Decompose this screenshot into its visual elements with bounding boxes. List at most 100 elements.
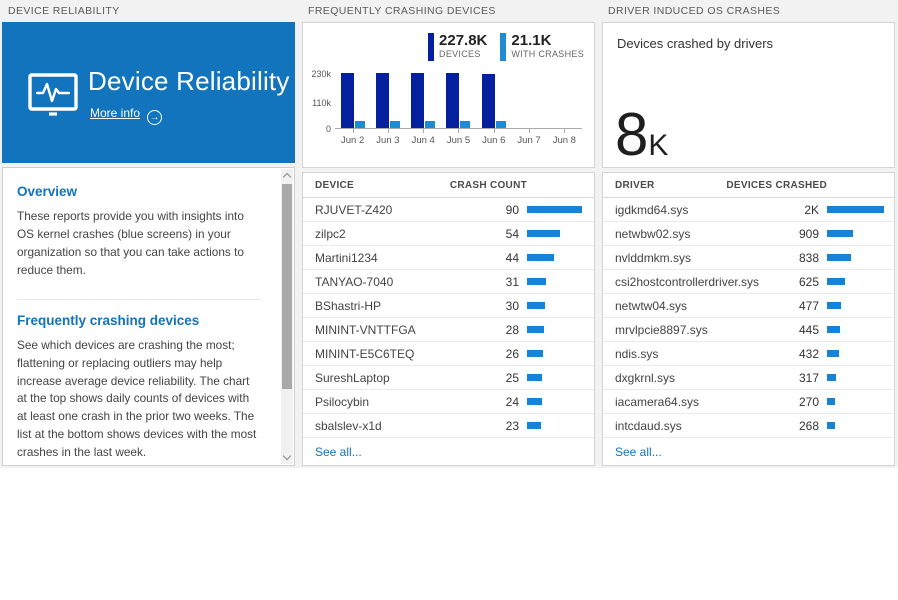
row-value-bar <box>827 326 840 333</box>
row-value-bar <box>527 302 545 309</box>
row-value-bar <box>527 326 544 333</box>
x-tick <box>493 129 495 133</box>
table-row[interactable]: csi2hostcontrollerdriver.sys 625 <box>603 270 894 294</box>
chart-x-axis: Jun 2 Jun 3 Jun 4 Jun 5 Jun 6 Jun 7 Jun 8 <box>335 135 582 146</box>
device-reliability-tile[interactable]: Device Reliability More info → <box>2 22 295 163</box>
column-header-frequently-crashing-devices: FREQUENTLY CRASHING DEVICES <box>308 5 496 17</box>
total-value: 8 <box>615 101 649 168</box>
section-body: See which devices are crashing the most;… <box>17 337 257 460</box>
scrollbar-thumb[interactable] <box>282 184 292 389</box>
driver-crash-table: DRIVER DEVICES CRASHED igdkmd64.sys 2K net… <box>602 172 895 466</box>
x-tick-label: Jun 2 <box>341 135 365 146</box>
row-value: 23 <box>505 418 519 433</box>
driver-column-header: DRIVER <box>615 179 655 191</box>
table-row[interactable]: zilpc2 54 <box>303 222 594 246</box>
driver-see-all-link[interactable]: See all... <box>615 444 662 459</box>
row-value: 24 <box>505 394 519 409</box>
table-row[interactable]: nvlddmkm.sys 838 <box>603 246 894 270</box>
devices-bar <box>481 74 495 128</box>
scroll-up-icon[interactable] <box>282 172 292 182</box>
devices-bar <box>446 73 460 128</box>
table-row[interactable]: iacamera64.sys 270 <box>603 390 894 414</box>
row-value: 30 <box>505 298 519 313</box>
row-name: RJUVET-Z420 <box>315 202 393 217</box>
x-tick <box>529 129 531 133</box>
device-see-all-link[interactable]: See all... <box>315 444 362 459</box>
table-row[interactable]: netwtw04.sys 477 <box>603 294 894 318</box>
table-row[interactable]: dxgkrnl.sys 317 <box>603 366 894 390</box>
row-bar-wrap <box>519 254 582 261</box>
row-value-bar <box>827 254 851 261</box>
table-row[interactable]: ndis.sys 432 <box>603 342 894 366</box>
row-value-bar <box>827 374 836 381</box>
devices-bar <box>411 73 425 128</box>
row-bar-wrap <box>819 422 882 429</box>
row-value-bar <box>827 350 839 357</box>
table-row[interactable]: netwbw02.sys 909 <box>603 222 894 246</box>
row-bar-wrap <box>519 206 582 213</box>
driver-crash-summary-card[interactable]: Devices crashed by drivers 8K <box>602 22 895 168</box>
table-row[interactable]: mrvlpcie8897.sys 445 <box>603 318 894 342</box>
chart-slot <box>511 74 546 133</box>
arrow-right-icon[interactable]: → <box>147 110 163 125</box>
legend-text: 21.1K WITH CRASHES <box>511 33 584 61</box>
table-row[interactable]: TANYAO-7040 31 <box>303 270 594 294</box>
table-row[interactable]: MININT-E5C6TEQ 26 <box>303 342 594 366</box>
column-headers: DEVICE RELIABILITY FREQUENTLY CRASHING D… <box>2 0 898 22</box>
device-table-header: DEVICE CRASH COUNT <box>303 173 594 198</box>
row-value: 477 <box>798 298 819 313</box>
more-info-link[interactable]: More info <box>90 106 141 120</box>
row-value: 838 <box>798 250 819 265</box>
table-row[interactable]: SureshLaptop 25 <box>303 366 594 390</box>
table-row[interactable]: Psilocybin 24 <box>303 390 594 414</box>
scrollbar[interactable] <box>281 169 293 464</box>
devices-bar <box>375 73 389 128</box>
crashing-devices-column: 227.8K DEVICES 21.1K WITH CRASHES 230k 110k 0… <box>302 22 595 466</box>
crashing-devices-chart-card[interactable]: 227.8K DEVICES 21.1K WITH CRASHES 230k 110k 0… <box>302 22 595 168</box>
row-value-bar <box>527 398 542 405</box>
row-name: intcdaud.sys <box>615 418 682 433</box>
row-name: TANYAO-7040 <box>315 274 394 289</box>
row-name: iacamera64.sys <box>615 394 700 409</box>
table-row[interactable]: intcdaud.sys 268 <box>603 414 894 438</box>
row-name: MININT-VNTTFGA <box>315 322 416 337</box>
row-value: 54 <box>505 226 519 241</box>
reliability-column: Device Reliability More info → Overview Th… <box>2 22 295 466</box>
scroll-down-icon[interactable] <box>282 451 292 461</box>
row-name: ndis.sys <box>615 346 659 361</box>
row-bar-wrap <box>519 350 582 357</box>
chart-slot <box>406 73 441 133</box>
row-bar-wrap <box>819 374 882 381</box>
with-crashes-bar <box>495 121 506 128</box>
x-tick-label: Jun 7 <box>517 135 541 146</box>
chart-slot <box>335 73 370 133</box>
row-value-bar <box>527 206 582 213</box>
row-value-bar <box>827 278 845 285</box>
row-bar-wrap <box>819 398 882 405</box>
row-bar-wrap <box>819 254 882 261</box>
table-row[interactable]: BShastri-HP 30 <box>303 294 594 318</box>
with-crashes-bar <box>460 121 471 128</box>
x-tick-label: Jun 5 <box>446 135 471 146</box>
row-name: MININT-E5C6TEQ <box>315 346 415 361</box>
section-body: These reports provide you with insights … <box>17 209 244 277</box>
table-row[interactable]: igdkmd64.sys 2K <box>603 198 894 222</box>
section-heading: Overview <box>17 184 78 199</box>
row-value: 909 <box>798 226 819 241</box>
row-bar-wrap <box>819 278 882 285</box>
row-name: BShastri-HP <box>315 298 382 313</box>
x-tick-label: Jun 4 <box>411 135 435 146</box>
row-bar-wrap <box>519 374 582 381</box>
row-name: Martini1234 <box>315 250 378 265</box>
table-row[interactable]: sbalslev-x1d 23 <box>303 414 594 438</box>
table-row[interactable]: Martini1234 44 <box>303 246 594 270</box>
chart-legend: 227.8K DEVICES 21.1K WITH CRASHES <box>428 33 584 61</box>
row-value-bar <box>827 206 884 213</box>
row-value-bar <box>827 230 853 237</box>
table-row[interactable]: RJUVET-Z420 90 <box>303 198 594 222</box>
row-bar-wrap <box>819 230 882 237</box>
table-row[interactable]: MININT-VNTTFGA 28 <box>303 318 594 342</box>
row-value: 432 <box>798 346 819 361</box>
legend-item: 227.8K DEVICES <box>428 33 487 61</box>
row-name: netwbw02.sys <box>615 226 691 241</box>
